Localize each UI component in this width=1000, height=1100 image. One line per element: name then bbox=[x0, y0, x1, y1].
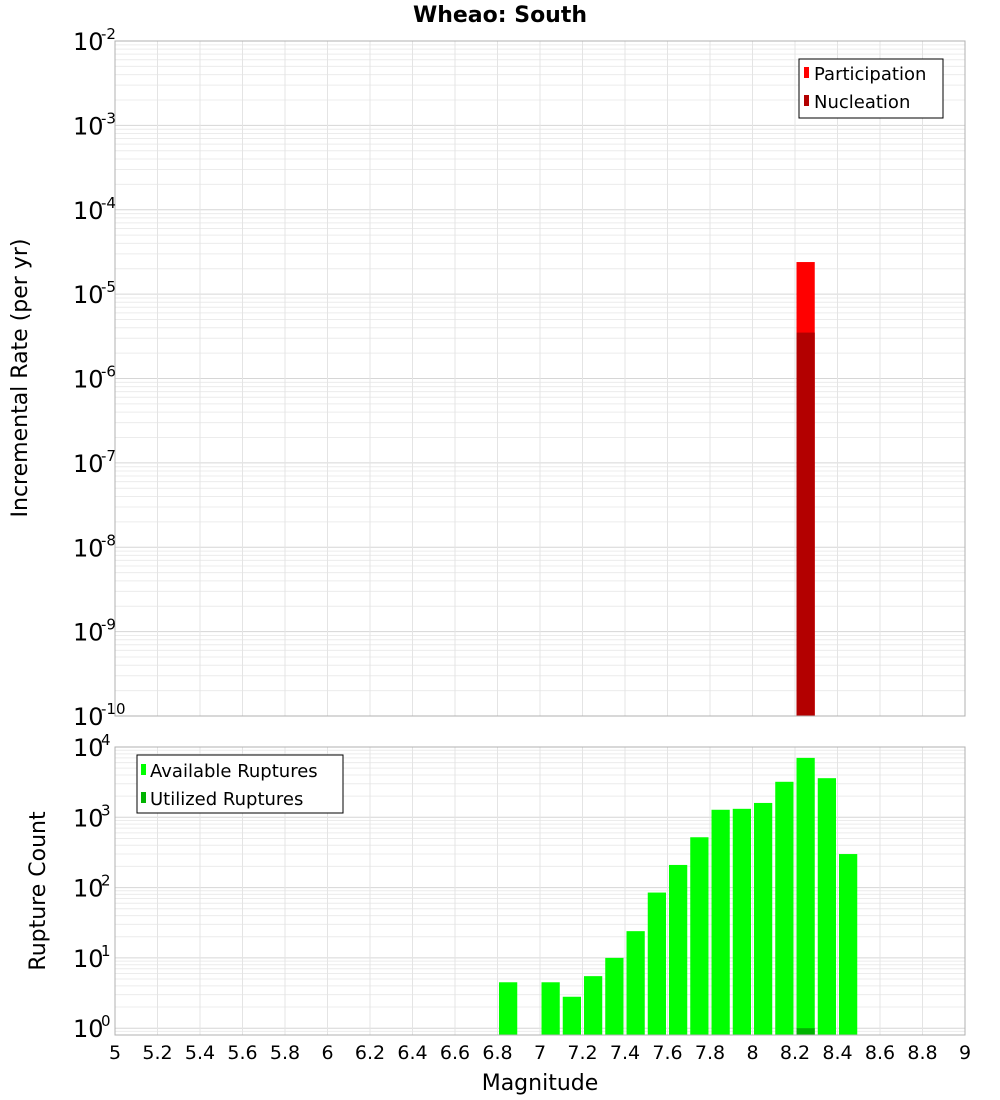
utilized-legend-swatch bbox=[141, 792, 146, 803]
x-tick-label: 8.8 bbox=[907, 1042, 937, 1064]
top-plot-frame bbox=[114, 40, 966, 717]
top-y-tick-exponent: -7 bbox=[101, 447, 116, 465]
top-legend: Participation Nucleation bbox=[798, 58, 944, 119]
bottom-bar-available-ruptures bbox=[626, 931, 645, 1035]
top-y-tick-exponent: -3 bbox=[101, 109, 116, 127]
participation-legend-swatch bbox=[804, 67, 809, 78]
x-tick-label: 6.8 bbox=[482, 1042, 512, 1064]
bottom-bar-available-ruptures bbox=[562, 996, 581, 1035]
available-legend-label: Available Ruptures bbox=[150, 761, 318, 782]
x-tick-label: 8.4 bbox=[822, 1042, 852, 1064]
bottom-y-tick-exponent: 3 bbox=[101, 801, 111, 819]
x-tick-label: 8.2 bbox=[780, 1042, 810, 1064]
top-grid bbox=[114, 41, 966, 717]
available-legend-swatch bbox=[141, 764, 146, 775]
utilized-legend-label: Utilized Ruptures bbox=[150, 789, 303, 810]
nucleation-legend-label: Nucleation bbox=[814, 92, 910, 113]
bottom-bar-available-ruptures bbox=[647, 892, 666, 1035]
bottom-legend: Available Ruptures Utilized Ruptures bbox=[136, 754, 344, 814]
bottom-y-tick-label: 10 bbox=[73, 804, 104, 832]
top-y-tick-exponent: -9 bbox=[101, 616, 116, 634]
top-y-tick-label: 10 bbox=[73, 112, 104, 140]
top-bar-nucleation bbox=[796, 332, 815, 716]
bottom-bar-utilized-ruptures bbox=[796, 1028, 815, 1035]
top-y-tick-exponent: -6 bbox=[101, 363, 116, 381]
bottom-bar-available-ruptures bbox=[584, 976, 603, 1035]
top-y-tick-label: 10 bbox=[73, 450, 104, 478]
top-y-tick-label: 10 bbox=[73, 281, 104, 309]
x-tick-label: 7 bbox=[534, 1042, 546, 1064]
x-tick-label: 6.4 bbox=[397, 1042, 427, 1064]
top-y-tick-label: 10 bbox=[73, 534, 104, 562]
x-tick-label: 6 bbox=[321, 1042, 333, 1064]
x-tick-label: 6.2 bbox=[355, 1042, 385, 1064]
bottom-bar-available-ruptures bbox=[775, 781, 794, 1035]
top-y-tick-label: 10 bbox=[73, 703, 104, 731]
x-tick-label: 7.6 bbox=[652, 1042, 682, 1064]
bottom-bar-available-ruptures bbox=[669, 864, 688, 1035]
top-y-tick-exponent: -5 bbox=[101, 278, 116, 296]
x-tick-label: 7.2 bbox=[567, 1042, 597, 1064]
bottom-y-tick-label: 10 bbox=[73, 875, 104, 903]
bottom-y-axis-label: Rupture Count bbox=[26, 811, 51, 971]
bottom-bar-available-ruptures bbox=[690, 837, 709, 1035]
top-y-tick-label: 10 bbox=[73, 619, 104, 647]
top-y-axis-label: Incremental Rate (per yr) bbox=[8, 239, 33, 518]
x-tick-label: 7.8 bbox=[695, 1042, 725, 1064]
bottom-bar-available-ruptures bbox=[754, 802, 773, 1035]
bottom-bar-available-ruptures bbox=[732, 808, 751, 1035]
x-axis-label: Magnitude bbox=[482, 1071, 599, 1096]
bottom-y-tick-exponent: 2 bbox=[101, 872, 111, 890]
bottom-y-tick-exponent: 1 bbox=[101, 942, 111, 960]
bottom-y-tick-label: 10 bbox=[73, 1015, 104, 1043]
bottom-y-tick-exponent: 4 bbox=[101, 731, 111, 749]
x-tick-label: 8.6 bbox=[865, 1042, 895, 1064]
bottom-bar-available-ruptures bbox=[499, 982, 518, 1035]
top-bars bbox=[796, 262, 815, 716]
bottom-y-tick-label: 10 bbox=[73, 945, 104, 973]
top-y-tick-exponent: -2 bbox=[101, 25, 116, 43]
x-tick-label: 5.6 bbox=[227, 1042, 257, 1064]
bottom-y-tick-exponent: 0 bbox=[101, 1012, 111, 1030]
x-tick-label: 9 bbox=[959, 1042, 971, 1064]
x-tick-label: 5.2 bbox=[142, 1042, 172, 1064]
bottom-bars bbox=[499, 757, 858, 1035]
participation-legend-label: Participation bbox=[814, 64, 926, 85]
top-y-tick-label: 10 bbox=[73, 28, 104, 56]
bottom-bar-available-ruptures bbox=[711, 809, 730, 1035]
x-tick-label: 8 bbox=[746, 1042, 758, 1064]
top-y-ticks: 10-210-310-410-510-610-710-810-910-10 bbox=[73, 25, 126, 731]
bottom-x-ticks: 5 5.2 5.4 5.6 5.8 6 6.2 6.4 6.6 6.8 7 7.2 7.4 7.6 7.8 8… bbox=[109, 1042, 971, 1064]
nucleation-legend-swatch bbox=[804, 95, 809, 106]
bottom-bar-available-ruptures bbox=[839, 854, 858, 1035]
x-tick-label: 7.4 bbox=[610, 1042, 640, 1064]
bottom-bar-available-ruptures bbox=[817, 778, 836, 1035]
x-tick-label: 5.4 bbox=[185, 1042, 215, 1064]
top-y-tick-exponent: -4 bbox=[101, 194, 116, 212]
top-y-tick-exponent: -8 bbox=[101, 531, 116, 549]
bottom-bar-available-ruptures bbox=[796, 757, 815, 1035]
x-tick-label: 6.6 bbox=[440, 1042, 470, 1064]
bottom-plot-frame bbox=[114, 746, 966, 1036]
bottom-legend-box bbox=[136, 754, 344, 814]
top-y-tick-label: 10 bbox=[73, 366, 104, 394]
top-y-tick-label: 10 bbox=[73, 197, 104, 225]
chart-title: Wheao: South bbox=[413, 3, 587, 28]
top-legend-box bbox=[798, 58, 944, 119]
top-y-tick-exponent: -10 bbox=[101, 700, 126, 718]
x-tick-label: 5.8 bbox=[270, 1042, 300, 1064]
bottom-bar-available-ruptures bbox=[605, 957, 624, 1035]
x-tick-label: 5 bbox=[109, 1042, 121, 1064]
bottom-y-tick-label: 10 bbox=[73, 734, 104, 762]
bottom-bar-available-ruptures bbox=[541, 982, 560, 1035]
